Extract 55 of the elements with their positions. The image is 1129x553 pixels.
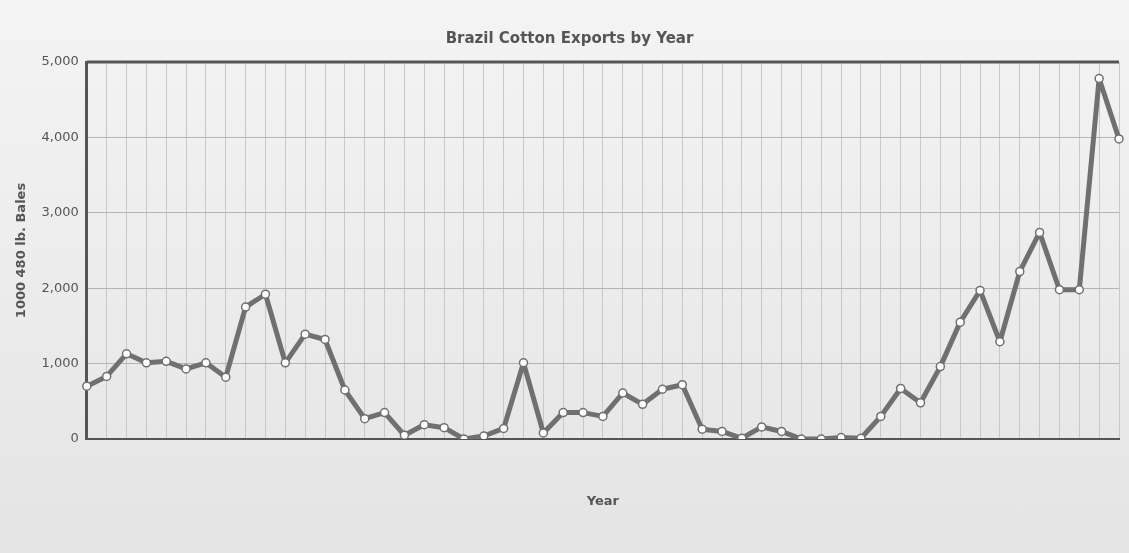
point: [538, 428, 549, 438]
point: [558, 407, 568, 418]
point: [1015, 266, 1025, 277]
point: [1034, 227, 1045, 238]
point: [121, 349, 132, 359]
chart-title: Brazil Cotton Exports by Year: [445, 28, 694, 47]
y-tick-label: 2,000: [41, 279, 79, 295]
point: [955, 317, 965, 327]
point: [756, 422, 767, 432]
point: [181, 364, 191, 374]
point: [101, 371, 112, 382]
point: [320, 334, 330, 345]
point: [479, 431, 489, 439]
y-tick-label: 0: [70, 430, 79, 446]
point: [240, 302, 251, 312]
point: [141, 358, 152, 368]
point: [201, 358, 211, 368]
point: [776, 426, 787, 437]
point: [657, 384, 668, 394]
point: [975, 285, 985, 296]
point: [836, 432, 846, 439]
point: [677, 379, 688, 390]
point: [1114, 134, 1124, 144]
point: [439, 422, 449, 433]
point: [300, 329, 310, 339]
x-axis-title: Year: [585, 492, 620, 508]
point: [717, 426, 727, 437]
point: [895, 383, 906, 394]
y-tick-label: 3,000: [41, 204, 79, 220]
y-axis-title: 1000 480 lb. Bales: [13, 182, 29, 319]
point: [618, 388, 628, 398]
point: [260, 289, 271, 299]
point: [876, 411, 886, 422]
point: [498, 423, 509, 434]
point: [340, 385, 350, 395]
point: [399, 430, 410, 439]
point: [578, 407, 588, 418]
point: [1054, 284, 1065, 295]
y-tick-label: 1,000: [41, 354, 79, 370]
point: [915, 398, 926, 408]
y-tick-label: 4,000: [41, 128, 79, 144]
point: [697, 424, 707, 434]
point: [82, 381, 92, 391]
point: [935, 361, 946, 372]
point: [1094, 73, 1104, 84]
point: [161, 356, 171, 367]
point: [359, 413, 370, 424]
point: [637, 399, 648, 410]
point: [379, 407, 390, 418]
point: [1074, 284, 1085, 295]
point: [221, 372, 231, 382]
point: [280, 358, 291, 368]
point: [598, 411, 608, 422]
y-tick-label: 5,000: [41, 53, 79, 69]
point: [419, 419, 430, 430]
